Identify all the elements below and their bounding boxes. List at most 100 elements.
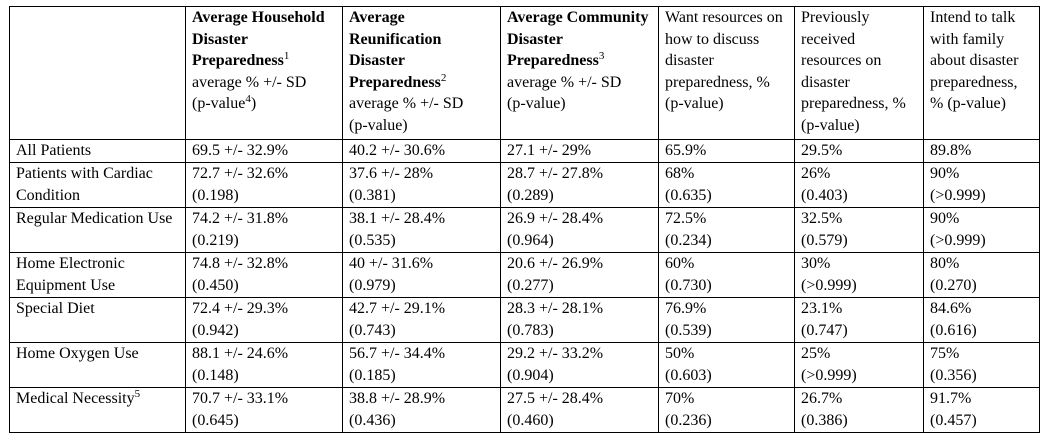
table-cell: 90% (>0.999) — [923, 162, 1040, 208]
row-label: Home Electronic Equipment Use — [9, 252, 186, 298]
table-cell: 60% (0.730) — [658, 252, 795, 298]
table-cell: 75% (0.356) — [923, 342, 1040, 388]
cell-value: 50% — [665, 345, 695, 362]
cell-value: 38.1 +/- 28.4% — [349, 210, 446, 227]
cell-pvalue: (0.403) — [801, 186, 848, 204]
cell-value: 76.9% — [665, 300, 707, 317]
cell-value: 27.1 +/- 29% — [507, 142, 592, 159]
cell-value: 60% — [665, 255, 695, 272]
table-cell: 68% (0.635) — [658, 162, 795, 208]
cell-pvalue: (0.535) — [349, 231, 396, 249]
cell-value: 90% — [930, 210, 960, 227]
cell-pvalue: (0.964) — [507, 231, 554, 249]
table-cell: 26% (0.403) — [794, 162, 924, 208]
cell-pvalue: (0.747) — [801, 321, 848, 339]
table-cell: 70.7 +/- 33.1% (0.645) — [185, 387, 343, 433]
cell-value: 26.9 +/- 28.4% — [507, 210, 604, 227]
header-pvalue-label: (p-value) — [507, 95, 566, 112]
cell-pvalue: (0.386) — [801, 411, 848, 429]
row-label-text: Medical Necessity — [16, 390, 135, 407]
table-cell: 28.3 +/- 28.1% (0.783) — [500, 297, 659, 343]
row-label: Special Diet — [9, 297, 186, 343]
row-label: All Patients — [9, 139, 186, 163]
cell-value: 90% — [930, 165, 960, 182]
table-cell: 38.8 +/- 28.9% (0.436) — [342, 387, 501, 433]
table-cell: 32.5% (0.579) — [794, 207, 924, 253]
table-cell: 37.6 +/- 28% (0.381) — [342, 162, 501, 208]
corner-cell — [9, 6, 186, 140]
table-cell: 38.1 +/- 28.4% (0.535) — [342, 207, 501, 253]
header-intend-to-talk: Intend to talk with family about disaste… — [923, 6, 1040, 140]
cell-pvalue: (0.289) — [507, 186, 554, 204]
cell-pvalue: (0.635) — [665, 186, 712, 204]
cell-pvalue: (>0.999) — [801, 366, 857, 384]
header-title: Average Household Disaster Preparedness — [192, 9, 325, 69]
table-cell: 40 +/- 31.6% (0.979) — [342, 252, 501, 298]
footnote-marker: 2 — [440, 71, 447, 84]
cell-pvalue: (0.539) — [665, 321, 712, 339]
cell-pvalue: (0.198) — [192, 186, 239, 204]
cell-pvalue: (0.450) — [192, 276, 239, 294]
table-row: Patients with Cardiac Condition 72.7 +/- … — [9, 162, 1040, 208]
cell-value: 88.1 +/- 24.6% — [192, 345, 289, 362]
table-row: All Patients 69.5 +/- 32.9% 40.2 +/- 30.6%… — [9, 139, 1040, 163]
preparedness-table: Average Household Disaster Preparedness1… — [9, 6, 1040, 433]
table-cell: 72.5% (0.234) — [658, 207, 795, 253]
cell-value: 72.5% — [665, 210, 707, 227]
cell-pvalue: (0.270) — [930, 276, 977, 294]
cell-value: 29.5% — [801, 142, 843, 159]
header-row: Average Household Disaster Preparedness1… — [9, 6, 1040, 140]
row-label-text: Regular Medication Use — [16, 210, 173, 227]
cell-pvalue: (0.381) — [349, 186, 396, 204]
cell-value: 37.6 +/- 28% — [349, 165, 434, 182]
cell-value: 40.2 +/- 30.6% — [349, 142, 446, 159]
header-subtitle: average % +/- SD — [349, 95, 464, 112]
cell-value: 91.7% — [930, 390, 972, 407]
table-cell: 74.8 +/- 32.8% (0.450) — [185, 252, 343, 298]
cell-pvalue: (0.277) — [507, 276, 554, 294]
row-label-text: All Patients — [16, 142, 92, 159]
cell-pvalue: (0.460) — [507, 411, 554, 429]
table-cell: 26.7% (0.386) — [794, 387, 924, 433]
cell-pvalue: (0.457) — [930, 411, 977, 429]
cell-value: 74.8 +/- 32.8% — [192, 255, 289, 272]
row-label-text: Home Oxygen Use — [16, 345, 139, 362]
cell-value: 25% — [801, 345, 831, 362]
cell-pvalue: (0.942) — [192, 321, 239, 339]
header-subtitle: average % +/- SD — [507, 73, 622, 91]
table-row: Regular Medication Use 74.2 +/- 31.8% (0.2… — [9, 207, 1040, 253]
table-cell: 65.9% — [658, 139, 795, 163]
cell-value: 80% — [930, 255, 960, 272]
table-row: Medical Necessity5 70.7 +/- 33.1% (0.645) 3… — [9, 387, 1040, 433]
table-cell: 91.7% (0.457) — [923, 387, 1040, 433]
table-cell: 25% (>0.999) — [794, 342, 924, 388]
header-reunification: Average Reunification Disaster Preparedn… — [342, 6, 501, 140]
table-cell: 26.9 +/- 28.4% (0.964) — [500, 207, 659, 253]
cell-value: 72.7 +/- 32.6% — [192, 165, 289, 182]
cell-pvalue: (0.616) — [930, 321, 977, 339]
cell-value: 56.7 +/- 34.4% — [349, 345, 446, 362]
header-received-resources: Previously received resources on disaste… — [794, 6, 924, 140]
cell-value: 40 +/- 31.6% — [349, 255, 434, 272]
table-cell: 20.6 +/- 26.9% (0.277) — [500, 252, 659, 298]
table-row: Special Diet 72.4 +/- 29.3% (0.942) 42.7 +/… — [9, 297, 1040, 343]
table-cell: 90% (>0.999) — [923, 207, 1040, 253]
cell-value: 74.2 +/- 31.8% — [192, 210, 289, 227]
table-cell: 27.1 +/- 29% — [500, 139, 659, 163]
cell-value: 75% — [930, 345, 960, 362]
table-cell: 27.5 +/- 28.4% (0.460) — [500, 387, 659, 433]
table-cell: 56.7 +/- 34.4% (0.185) — [342, 342, 501, 388]
cell-value: 72.4 +/- 29.3% — [192, 300, 289, 317]
cell-value: 28.3 +/- 28.1% — [507, 300, 604, 317]
table-cell: 28.7 +/- 27.8% (0.289) — [500, 162, 659, 208]
cell-pvalue: (0.148) — [192, 366, 239, 384]
table-cell: 23.1% (0.747) — [794, 297, 924, 343]
cell-pvalue: (0.436) — [349, 411, 396, 429]
header-household: Average Household Disaster Preparedness1… — [185, 6, 343, 140]
header-pvalue-close: ) — [250, 95, 257, 112]
cell-value: 84.6% — [930, 300, 972, 317]
cell-value: 30% — [801, 255, 831, 272]
table-cell: 72.4 +/- 29.3% (0.942) — [185, 297, 343, 343]
footnote-marker: 1 — [283, 50, 290, 62]
table-cell: 76.9% (0.539) — [658, 297, 795, 343]
